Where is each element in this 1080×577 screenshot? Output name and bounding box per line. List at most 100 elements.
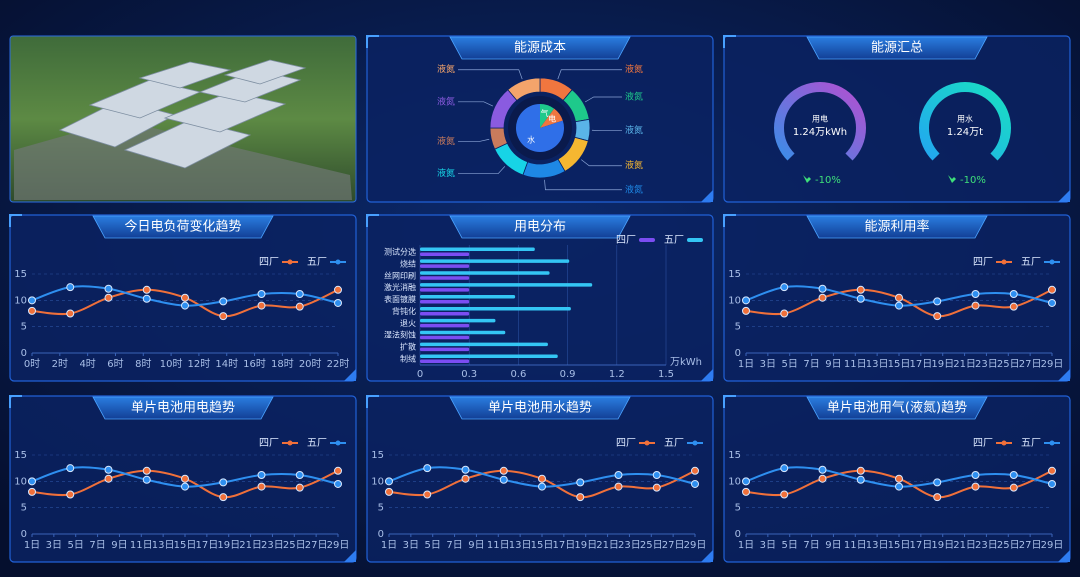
- x-tick-label: 9日: [825, 540, 841, 551]
- x-tick-label: 15日: [888, 359, 911, 370]
- bar: [420, 252, 470, 256]
- bar: [420, 300, 470, 304]
- data-point: [856, 466, 865, 475]
- y-tick-label: 15: [14, 450, 27, 461]
- x-tick-label: 0.9: [560, 369, 576, 380]
- legend-label: 五厂: [664, 235, 684, 246]
- data-point: [933, 297, 942, 306]
- legend-label: 四厂: [616, 438, 636, 449]
- panel-title: 单片电池用电趋势: [131, 400, 235, 416]
- data-point: [28, 296, 36, 305]
- data-point: [895, 482, 903, 491]
- slice-label: 气: [541, 108, 549, 118]
- segment-label: 液氮: [437, 135, 455, 147]
- change-value: -10%: [960, 175, 986, 186]
- panel-corner: [1058, 550, 1070, 562]
- x-tick-label: 4时: [79, 358, 95, 370]
- x-tick-label: 29日: [684, 540, 707, 551]
- data-point: [257, 471, 266, 480]
- x-tick-label: 23日: [975, 359, 998, 370]
- x-tick-label: 23日: [975, 540, 998, 551]
- data-point: [742, 296, 750, 305]
- y-tick-label: 10: [371, 476, 384, 487]
- x-tick-label: 17日: [552, 540, 575, 551]
- x-tick-label: 3日: [46, 540, 62, 551]
- data-point: [691, 479, 699, 488]
- panel-title: 今日电负荷变化趋势: [124, 219, 241, 235]
- x-tick-label: 2时: [52, 358, 68, 370]
- data-point: [971, 301, 980, 310]
- title-tab: [449, 396, 631, 420]
- category-label: 扩散: [400, 342, 416, 352]
- legend-label: 五厂: [307, 438, 327, 449]
- category-label: 丝网印刷: [384, 270, 416, 280]
- y-tick-label: 5: [378, 503, 384, 514]
- x-tick-label: 0.6: [510, 369, 526, 380]
- panel-corner: [9, 395, 22, 408]
- x-tick-label: 3日: [760, 540, 776, 551]
- data-point: [181, 293, 189, 302]
- x-tick-label: 1日: [24, 540, 40, 551]
- data-point: [856, 285, 865, 294]
- panel: [723, 35, 1071, 203]
- bar: [420, 342, 548, 347]
- legend-label: 四厂: [259, 438, 279, 449]
- data-point: [742, 477, 750, 486]
- bar: [420, 295, 516, 299]
- data-point: [971, 482, 980, 491]
- x-tick-label: 0: [417, 369, 423, 380]
- factory-image: [9, 35, 357, 203]
- x-tick-label: 17日: [909, 359, 932, 370]
- panel-corner: [1058, 190, 1070, 202]
- change-value: -10%: [815, 175, 841, 186]
- data-point: [499, 466, 508, 475]
- x-tick-label: 15日: [174, 540, 197, 551]
- y-tick-label: 15: [728, 269, 741, 280]
- data-point: [614, 482, 623, 491]
- data-point: [142, 285, 151, 294]
- gauge-name: 用水: [957, 114, 973, 124]
- x-tick-label: 15日: [888, 540, 911, 551]
- data-point: [385, 487, 393, 496]
- legend-swatch: [1049, 440, 1055, 446]
- legend-label: 四厂: [973, 438, 993, 449]
- panel-corner: [344, 369, 356, 381]
- panel-title: 能源成本: [514, 41, 566, 56]
- category-label: 湿法刻蚀: [384, 330, 416, 340]
- data-point: [538, 474, 546, 483]
- label-leader: [458, 69, 523, 80]
- bar: [420, 271, 550, 275]
- y-tick-label: 10: [14, 476, 27, 487]
- data-point: [295, 302, 304, 311]
- panel-title: 单片电池用气(液氮)趋势: [827, 400, 967, 416]
- data-point: [538, 482, 546, 491]
- bar: [420, 306, 571, 311]
- legend-swatch: [687, 238, 703, 242]
- bar: [420, 247, 535, 251]
- bar: [420, 335, 470, 340]
- bar: [420, 259, 570, 263]
- data-point: [1048, 466, 1056, 475]
- y-tick-label: 0: [735, 529, 741, 540]
- legend-swatch: [1001, 259, 1007, 265]
- x-tick-label: 3日: [403, 540, 419, 551]
- data-point: [818, 284, 827, 293]
- y-tick-label: 15: [371, 450, 384, 461]
- y-tick-label: 0: [735, 348, 741, 359]
- x-tick-label: 27日: [662, 540, 685, 551]
- data-point: [219, 312, 228, 321]
- category-label: 测试分选: [384, 247, 416, 257]
- x-tick-label: 29日: [327, 540, 350, 551]
- data-point: [856, 294, 865, 303]
- segment-label: 液氮: [437, 95, 455, 107]
- title-tab: [806, 215, 988, 239]
- segment-label: 液氮: [625, 183, 643, 195]
- title-tab: [449, 36, 631, 60]
- x-tick-label: 29日: [1041, 540, 1064, 551]
- segment-label: 液氮: [437, 167, 455, 179]
- data-point: [780, 283, 789, 292]
- bar: [420, 354, 558, 358]
- panel-corner: [366, 35, 379, 48]
- x-tick-label: 13日: [509, 540, 532, 551]
- data-point: [334, 479, 342, 488]
